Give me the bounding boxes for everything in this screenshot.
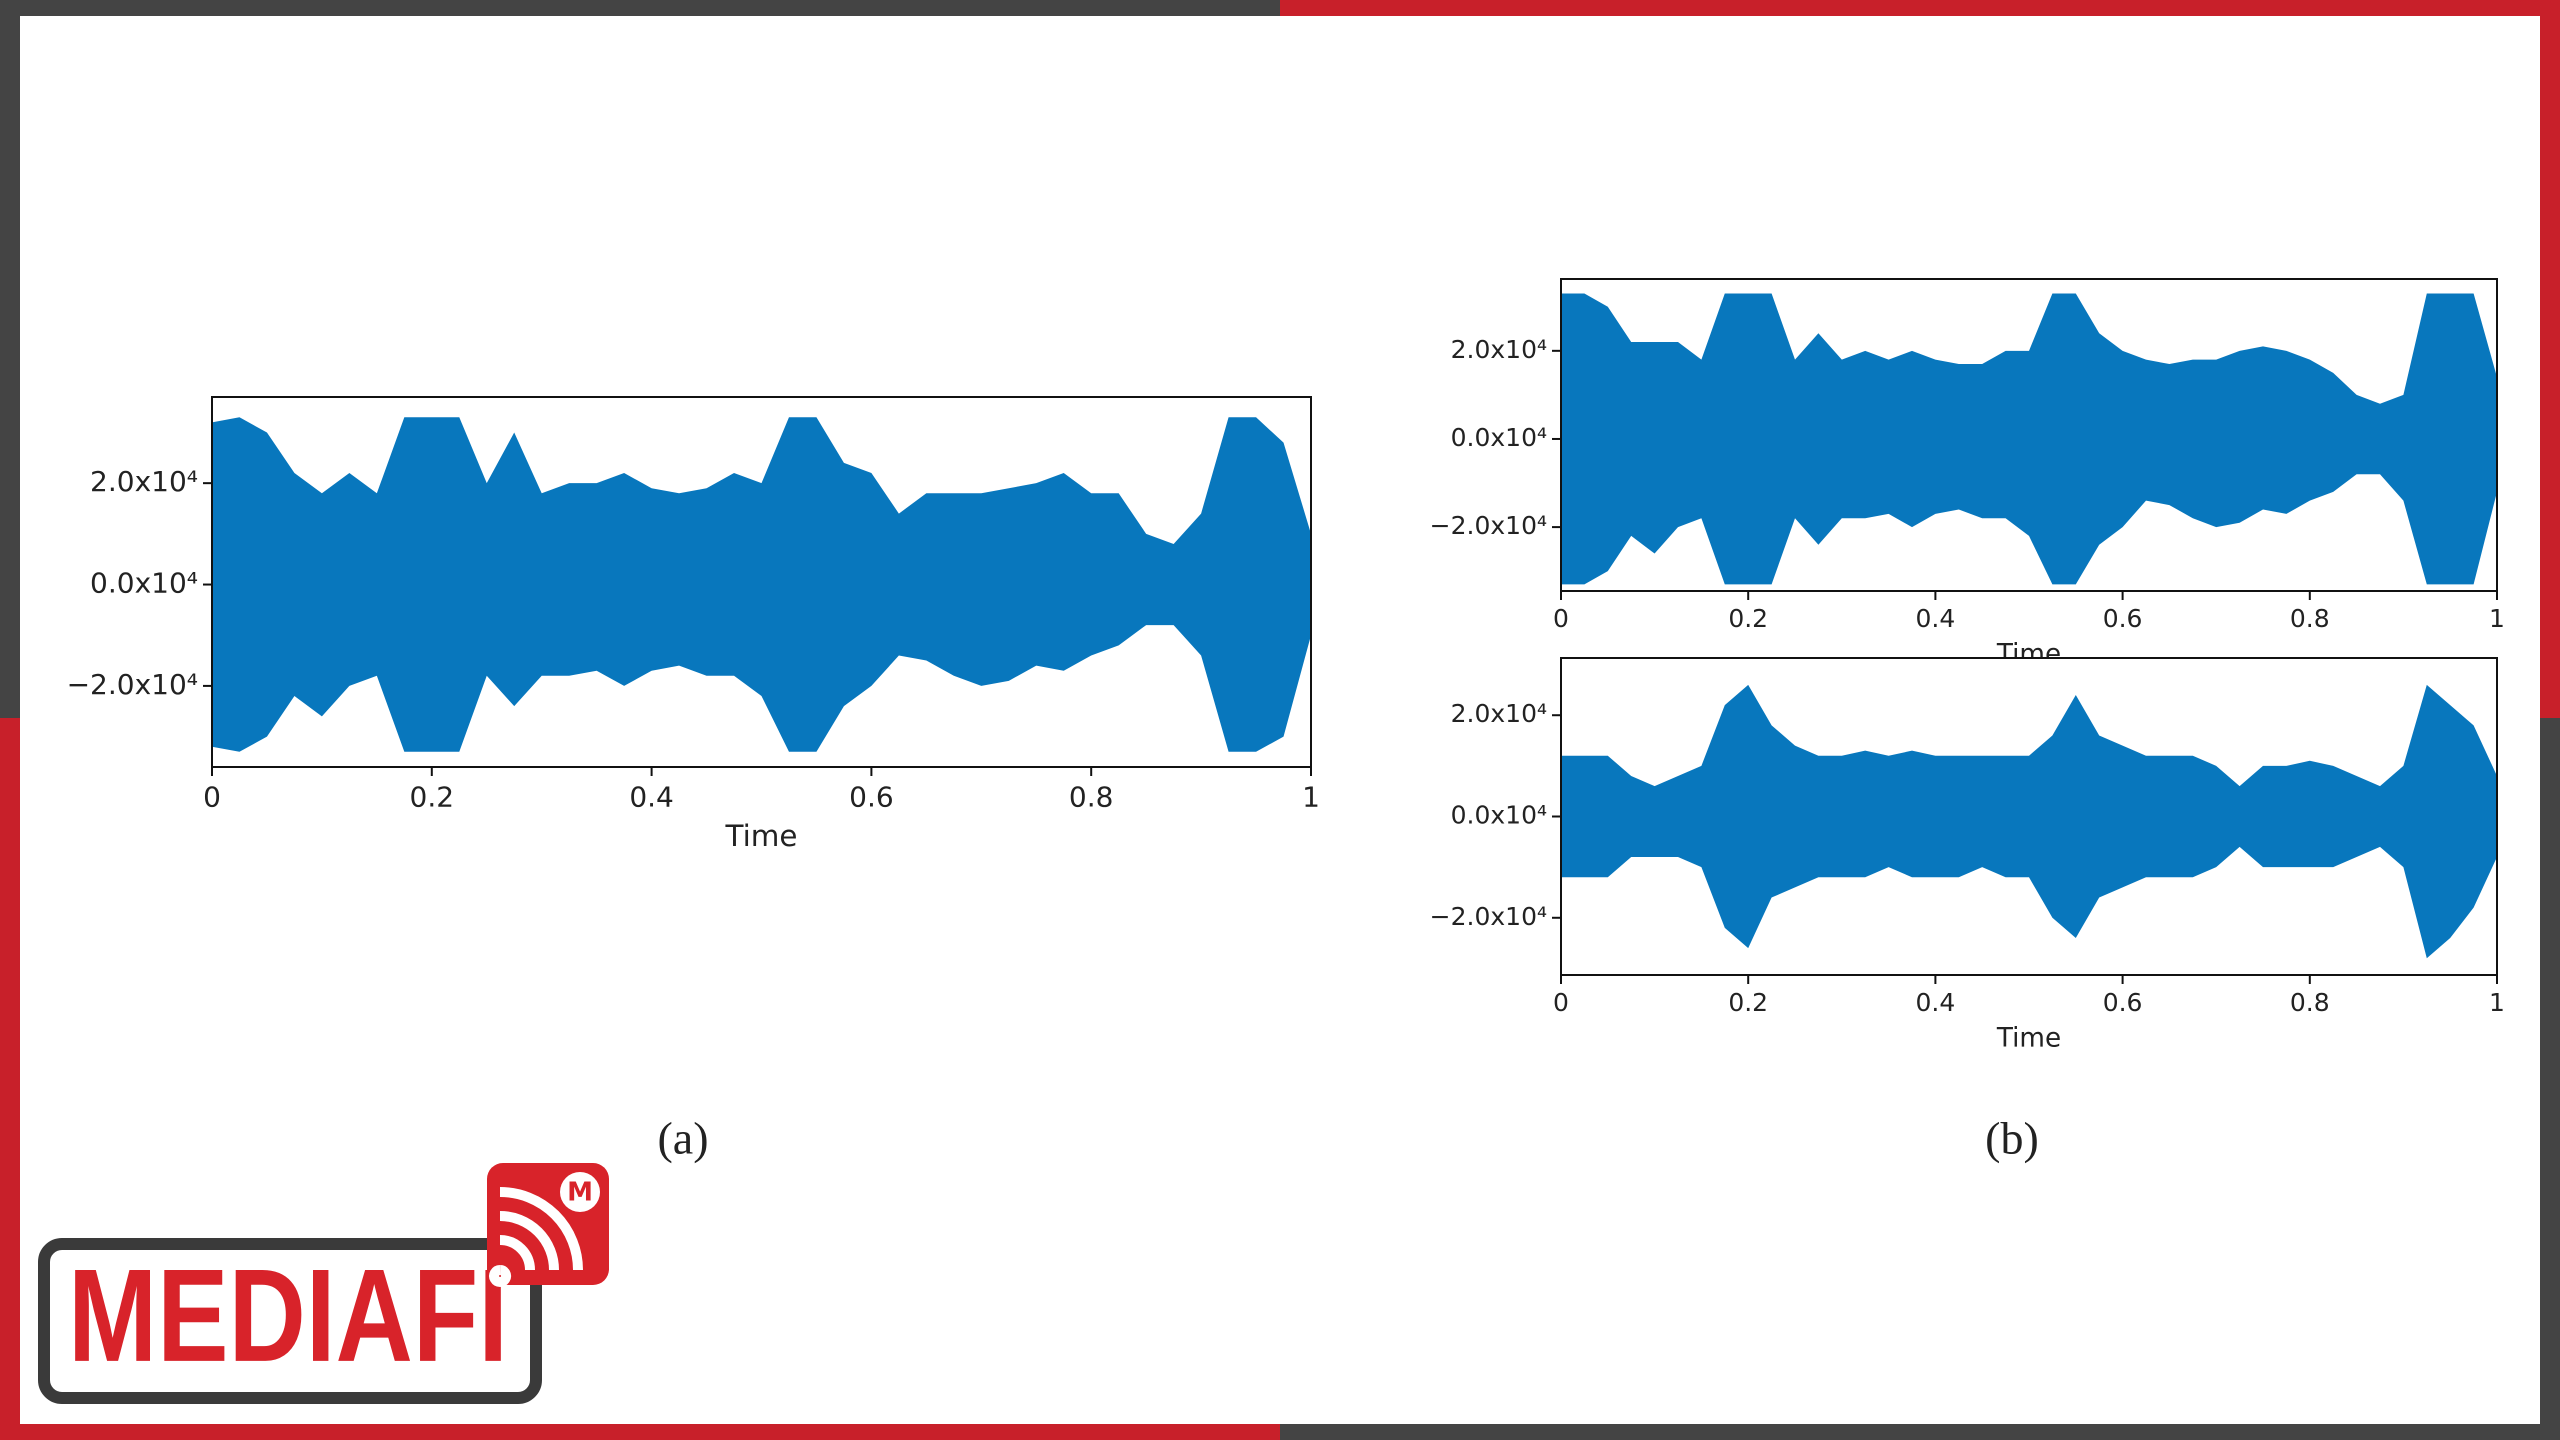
- y-tick-label: 0.0x10⁴: [1451, 423, 1547, 452]
- frame-right-bottom: [2540, 718, 2560, 1440]
- logo-text: MEDIAFI: [68, 1242, 508, 1389]
- x-tick-label: 0.8: [2290, 604, 2330, 633]
- y-tick-label: 0.0x10⁴: [90, 567, 198, 600]
- x-tick-label: 0.4: [1916, 988, 1956, 1017]
- plot-frame: [1560, 278, 2498, 592]
- y-tick-label: −2.0x10⁴: [67, 668, 198, 701]
- x-tick-label: 0.8: [1069, 780, 1114, 813]
- x-tick-label: 0.4: [1916, 604, 1956, 633]
- y-tick-label: −2.0x10⁴: [1430, 902, 1547, 931]
- x-axis-label: Time: [1996, 1024, 2061, 1054]
- x-tick-label: 0: [1553, 988, 1569, 1017]
- waveform-area: [1561, 293, 2497, 585]
- x-tick-label: 0.2: [1728, 604, 1768, 633]
- logo-frame: [38, 1238, 542, 1404]
- frame-left-top: [0, 0, 20, 718]
- logo-waves: [489, 1187, 583, 1287]
- y-tick-label: 2.0x10⁴: [1451, 335, 1547, 364]
- x-tick-label: 0.4: [629, 780, 674, 813]
- frame-left-bottom: [0, 718, 20, 1440]
- y-tick-label: −2.0x10⁴: [1430, 511, 1547, 540]
- x-tick-label: 1: [1302, 780, 1320, 813]
- frame-right-top: [2540, 0, 2560, 718]
- logo-m-circle: [560, 1172, 600, 1212]
- y-tick-label: 2.0x10⁴: [90, 465, 198, 498]
- x-tick-label: 0: [203, 780, 221, 813]
- waveform-area: [1561, 684, 2497, 959]
- x-tick-label: 0.6: [2103, 988, 2143, 1017]
- frame-bottom-right: [1280, 1424, 2560, 1440]
- frame-bottom-left: [0, 1424, 1280, 1440]
- x-tick-label: 0.2: [1728, 988, 1768, 1017]
- x-tick-label: 0: [1553, 604, 1569, 633]
- y-tick-label: 0.0x10⁴: [1451, 801, 1547, 830]
- chart: 0 0.2 0.4 0.6 0.8 1 −2.0x10⁴ 0.0x10⁴ 2.0x10⁴: [1430, 278, 2505, 633]
- x-tick-label: 0.6: [2103, 604, 2143, 633]
- x-tick-label: 0.2: [410, 780, 455, 813]
- x-tick-label: 1: [2489, 988, 2505, 1017]
- x-tick-label: 0.8: [2290, 988, 2330, 1017]
- caption: (b): [1985, 1113, 2039, 1164]
- chart: 0 0.2 0.4 0.6 0.8 1 −2.0x10⁴ 0.0x10⁴ 2.0x10⁴ Time: [1430, 657, 2505, 1054]
- frame-top-right: [1280, 0, 2560, 16]
- x-tick-label: 0.6: [849, 780, 894, 813]
- caption: (a): [657, 1113, 708, 1164]
- y-tick-label: 2.0x10⁴: [1451, 699, 1547, 728]
- x-tick-label: 1: [2489, 604, 2505, 633]
- waveform-area: [212, 417, 1311, 752]
- logo: MEDIAFI M: [38, 1163, 609, 1404]
- logo-m: M: [567, 1178, 593, 1208]
- plot-frame: [211, 396, 1312, 768]
- x-axis-label: Time: [725, 819, 798, 853]
- frame-top-left: [0, 0, 1280, 16]
- chart: 0 0.2 0.4 0.6 0.8 1 −2.0x10⁴ 0.0x10⁴ 2.0x10⁴ Time: [67, 396, 1320, 853]
